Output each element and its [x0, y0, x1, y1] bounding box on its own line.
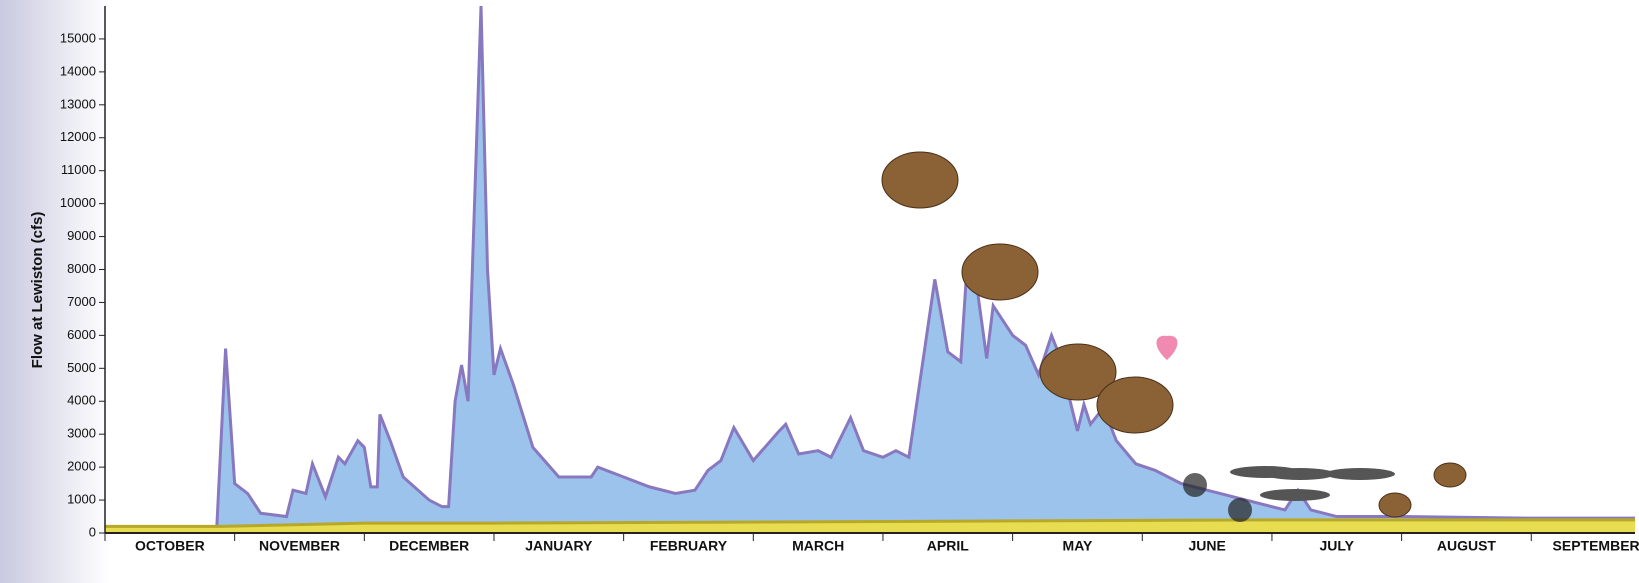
- x-tick-label: FEBRUARY: [650, 538, 728, 554]
- area-fill: [216, 6, 1636, 533]
- x-tick-label: JULY: [1320, 538, 1355, 554]
- y-tick-label: 13000: [60, 96, 96, 111]
- frog-decorations: [881, 151, 1467, 522]
- y-tick-label: 4000: [67, 393, 96, 408]
- y-tick-label: 5000: [67, 360, 96, 375]
- y-tick-label: 11000: [61, 162, 96, 177]
- x-tick-label: NOVEMBER: [259, 538, 340, 554]
- y-tick-label: 8000: [67, 261, 96, 276]
- y-tick-label: 7000: [67, 294, 96, 309]
- x-tick-label: APRIL: [927, 538, 969, 554]
- y-tick-label: 9000: [67, 228, 96, 243]
- y-tick-label: 2000: [67, 459, 96, 474]
- x-tick-label: SEPTEMBER: [1553, 538, 1639, 554]
- x-tick-label: MAY: [1063, 538, 1093, 554]
- area-line: [105, 518, 1635, 528]
- y-tick-label: 10000: [60, 195, 96, 210]
- x-tick-label: DECEMBER: [389, 538, 469, 554]
- y-tick-label: 15000: [60, 30, 96, 45]
- x-tick-label: AUGUST: [1437, 538, 1497, 554]
- y-axis-label: Flow at Lewiston (cfs): [29, 212, 46, 369]
- y-tick-label: 1000: [67, 492, 96, 507]
- y-tick-label: 3000: [67, 426, 96, 441]
- x-tick-label: MARCH: [792, 538, 844, 554]
- y-tick-label: 14000: [60, 63, 96, 78]
- x-tick-label: JUNE: [1188, 538, 1225, 554]
- axis-background: [0, 0, 110, 583]
- y-tick-label: 6000: [67, 327, 96, 342]
- y-tick-label: 0: [89, 524, 96, 539]
- x-tick-label: JANUARY: [525, 538, 593, 554]
- x-tick-label: OCTOBER: [135, 538, 205, 554]
- y-tick-label: 12000: [60, 129, 96, 144]
